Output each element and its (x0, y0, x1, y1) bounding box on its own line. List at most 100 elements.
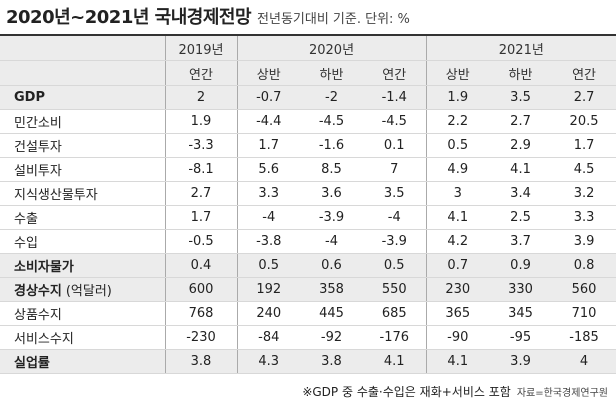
period-header: 연간 (552, 60, 616, 86)
value-cell: -185 (552, 325, 616, 350)
value-cell: 8.5 (300, 157, 363, 182)
value-cell: -92 (300, 325, 363, 350)
value-cell: 345 (489, 301, 553, 326)
footer: ※GDP 중 수출·수입은 재화+서비스 포함 자료=한국경제연구원 (0, 383, 608, 403)
row-label: 경상수지 (억달러) (0, 277, 165, 302)
year-header: 2021년 (425, 34, 616, 61)
value-cell: 1.9 (164, 109, 237, 134)
value-cell: 3.5 (363, 181, 427, 206)
row-name: 경상수지 (14, 284, 62, 299)
row-name: 설비투자 (14, 164, 62, 179)
row-name: 상품수지 (14, 308, 62, 323)
row-name: 수출 (14, 212, 38, 227)
value-cell: 2.5 (489, 205, 553, 230)
value-cell: -4 (363, 205, 427, 230)
value-cell: -4.5 (363, 109, 427, 134)
value-cell: 330 (489, 277, 553, 302)
value-cell: -8.1 (164, 157, 237, 182)
value-cell: 1.7 (236, 133, 300, 158)
value-cell: 3.6 (300, 181, 363, 206)
row-label: 수출 (0, 205, 165, 230)
row-name: 건설투자 (14, 140, 62, 155)
value-cell: 710 (552, 301, 616, 326)
value-cell: 0.1 (363, 133, 427, 158)
value-cell: 4.5 (552, 157, 616, 182)
footnote: ※GDP 중 수출·수입은 재화+서비스 포함 (302, 385, 511, 399)
value-cell: 0.8 (552, 253, 616, 278)
value-cell: -3.8 (236, 229, 300, 254)
value-cell: 4.1 (425, 349, 490, 374)
value-cell: -84 (236, 325, 300, 350)
period-header: 하반 (300, 60, 363, 86)
source: 자료=한국경제연구원 (516, 388, 608, 399)
period-header: 하반 (489, 60, 553, 86)
value-cell: -4.4 (236, 109, 300, 134)
value-cell: 3.8 (300, 349, 363, 374)
row-name: 실업률 (14, 356, 50, 371)
value-cell: 2.2 (425, 109, 490, 134)
row-label: 소비자물가 (0, 253, 165, 278)
row-label: 지식생산물투자 (0, 181, 165, 206)
value-cell: 550 (363, 277, 427, 302)
value-cell: 0.4 (164, 253, 237, 278)
value-cell: 2.7 (552, 85, 616, 110)
value-cell: 4.1 (363, 349, 427, 374)
value-cell: 1.9 (425, 85, 490, 110)
value-cell: 4.1 (425, 205, 490, 230)
year-header: 2019년 (164, 34, 237, 61)
corner-cell (0, 60, 165, 86)
period-header: 상반 (425, 60, 490, 86)
row-label: GDP (0, 85, 165, 110)
row-name: 민간소비 (14, 116, 62, 131)
value-cell: 2 (164, 85, 237, 110)
value-cell: 1.7 (164, 205, 237, 230)
period-header: 연간 (363, 60, 427, 86)
value-cell: 4.1 (489, 157, 553, 182)
value-cell: 0.5 (363, 253, 427, 278)
value-cell: 5.6 (236, 157, 300, 182)
value-cell: -95 (489, 325, 553, 350)
value-cell: 7 (363, 157, 427, 182)
value-cell: 445 (300, 301, 363, 326)
value-cell: 3.7 (489, 229, 553, 254)
value-cell: 3.4 (489, 181, 553, 206)
value-cell: 3.3 (236, 181, 300, 206)
data-row: 민간소비 1.9 -4.4 -4.5 -4.5 2.2 2.7 20.5 (0, 109, 616, 134)
header-row: 연간 상반 하반 연간 상반 하반 연간 (0, 60, 616, 86)
data-row: 설비투자 -8.1 5.6 8.5 7 4.9 4.1 4.5 (0, 157, 616, 182)
data-row: 수입 -0.5 -3.8 -4 -3.9 4.2 3.7 3.9 (0, 229, 616, 254)
year-header: 2020년 (236, 34, 427, 61)
value-cell: 230 (425, 277, 490, 302)
value-cell: 2.7 (489, 109, 553, 134)
value-cell: 3.5 (489, 85, 553, 110)
value-cell: 4.3 (236, 349, 300, 374)
row-label: 설비투자 (0, 157, 165, 182)
value-cell: -0.7 (236, 85, 300, 110)
value-cell: -176 (363, 325, 427, 350)
value-cell: 768 (164, 301, 237, 326)
row-label: 수입 (0, 229, 165, 254)
value-cell: 0.7 (425, 253, 490, 278)
value-cell: 4.9 (425, 157, 490, 182)
value-cell: -4 (300, 229, 363, 254)
value-cell: 3.2 (552, 181, 616, 206)
value-cell: -1.6 (300, 133, 363, 158)
value-cell: 358 (300, 277, 363, 302)
row-label: 상품수지 (0, 301, 165, 326)
forecast-table: 2019년 2020년 2021년 연간 상반 하반 연간 상반 하반 연간 GDP 2 -0.7 -2-… (0, 34, 616, 374)
subtitle: 전년동기대비 기준. 단위: % (257, 12, 410, 27)
data-row: 지식생산물투자 2.7 3.3 3.6 3.5 3 3.4 3.2 (0, 181, 616, 206)
value-cell: -0.5 (164, 229, 237, 254)
period-header: 상반 (236, 60, 300, 86)
value-cell: 240 (236, 301, 300, 326)
data-row: 건설투자 -3.3 1.7 -1.6 0.1 0.5 2.9 1.7 (0, 133, 616, 158)
value-cell: 20.5 (552, 109, 616, 134)
value-cell: 560 (552, 277, 616, 302)
row-unit: (억달러) (65, 284, 112, 299)
value-cell: -4.5 (300, 109, 363, 134)
data-row: 수출 1.7 -4 -3.9 -4 4.1 2.5 3.3 (0, 205, 616, 230)
value-cell: -3.3 (164, 133, 237, 158)
row-name: 소비자물가 (14, 260, 74, 275)
row-name: GDP (14, 90, 45, 105)
